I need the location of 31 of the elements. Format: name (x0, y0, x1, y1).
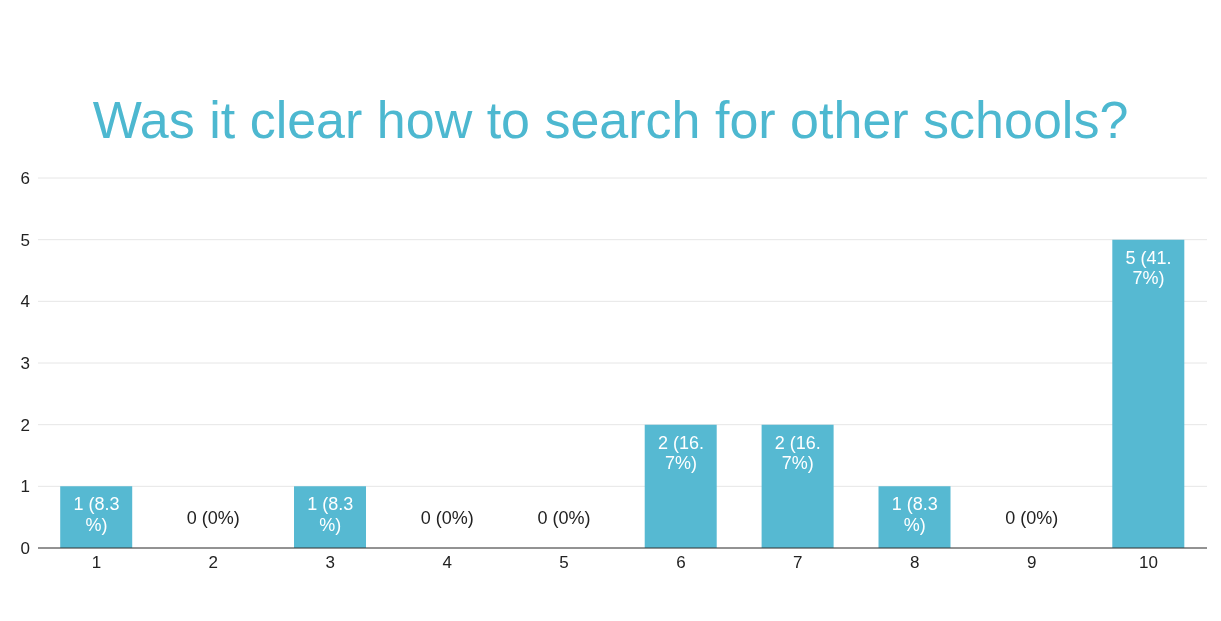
y-tick-label: 5 (20, 230, 30, 250)
bar (644, 424, 717, 548)
x-tick-label: 8 (910, 553, 920, 573)
x-tick-label: 5 (559, 553, 569, 573)
data-label: 1 (8.3%) (307, 494, 354, 536)
data-label: 0 (0%) (186, 508, 240, 528)
x-tick-label: 2 (208, 553, 219, 573)
x-tick-label: 9 (1026, 553, 1037, 573)
x-tick-label: 7 (793, 553, 803, 573)
data-label: 0 (0%) (420, 508, 474, 528)
data-label: 0 (0%) (537, 508, 591, 528)
data-label: 5 (41.7%) (1125, 247, 1172, 289)
y-tick-label: 6 (20, 169, 30, 189)
y-tick-label: 2 (20, 415, 30, 435)
data-label: 1 (8.3%) (891, 494, 938, 536)
x-tick-label: 10 (1139, 553, 1159, 573)
x-tick-label: 3 (325, 553, 335, 573)
data-label: 1 (8.3%) (73, 494, 120, 536)
chart-title: Was it clear how to search for other schools? (91, 90, 1130, 151)
x-tick-label: 4 (442, 553, 452, 573)
x-tick-label: 1 (91, 553, 102, 573)
y-tick-label: 0 (20, 539, 30, 559)
y-tick-label: 4 (20, 292, 30, 312)
y-tick-label: 3 (20, 354, 30, 374)
data-label: 2 (16.7%) (774, 432, 821, 474)
x-tick-label: 6 (676, 553, 686, 573)
data-label: 2 (16.7%) (657, 432, 704, 474)
data-label: 0 (0%) (1005, 508, 1059, 528)
bar (1112, 239, 1185, 548)
bar (761, 424, 834, 548)
y-tick-label: 1 (20, 477, 30, 497)
